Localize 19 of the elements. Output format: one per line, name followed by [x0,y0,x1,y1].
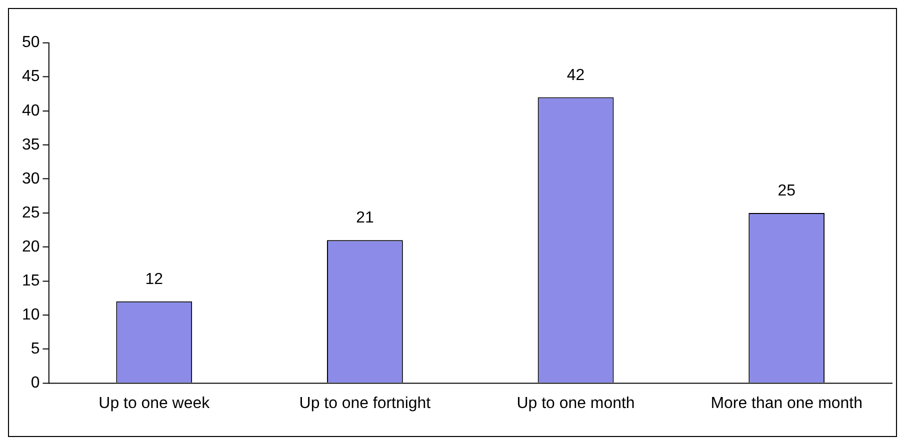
x-tick-label: Up to one fortnight [299,394,432,412]
y-tick-label: 15 [22,272,40,290]
y-tick-label: 30 [22,170,40,188]
x-tick-label: Up to one week [98,394,210,412]
data-label: 42 [566,66,585,84]
y-tick-label: 50 [22,34,40,52]
data-label: 25 [778,182,796,200]
y-tick-label: 5 [30,340,40,358]
y-tick-label: 20 [22,238,40,256]
y-tick-label: 25 [22,204,40,222]
data-label: 12 [145,270,164,288]
y-tick-label: 35 [22,136,40,154]
y-tick-label: 0 [30,374,40,392]
data-label: 21 [356,210,374,227]
y-tick-label: 45 [22,68,40,86]
y-tick-label: 40 [22,102,40,120]
y-tick-label: 10 [22,306,40,324]
x-tick-label: More than one month [710,394,862,412]
x-tick-label: Up to one month [516,394,635,412]
